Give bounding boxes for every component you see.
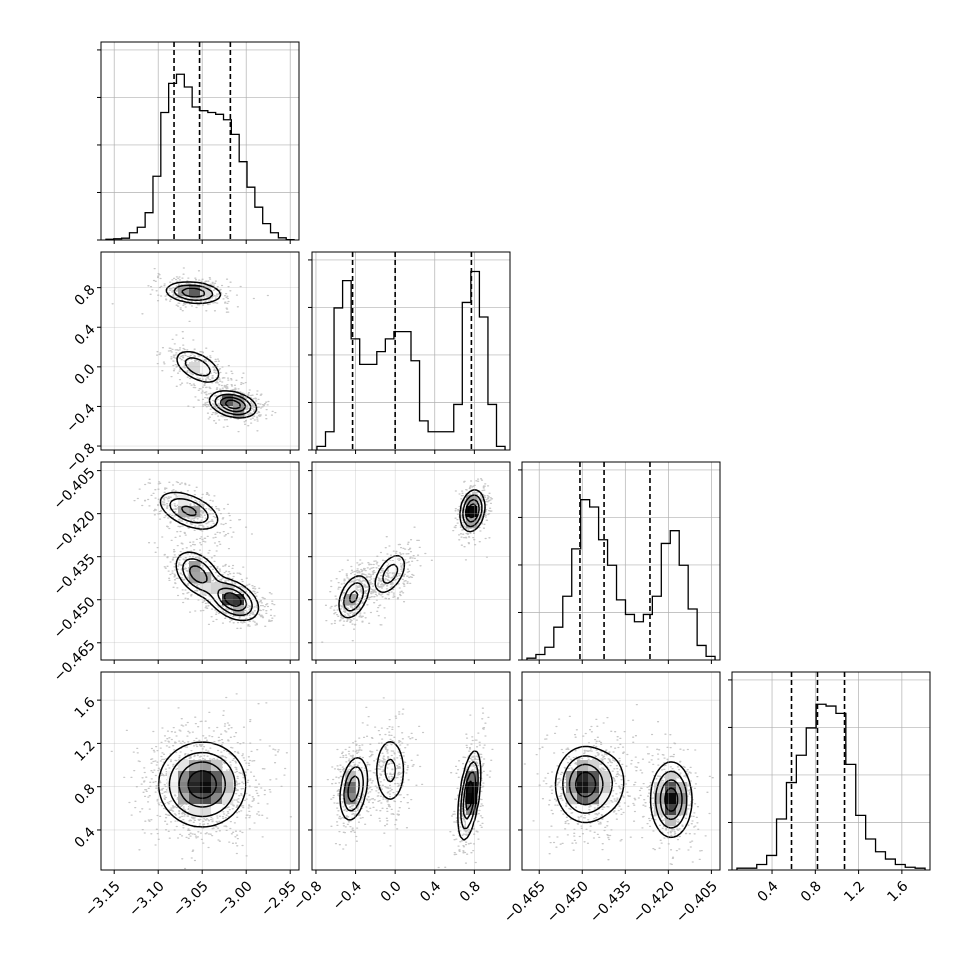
x-tick-label: 0.4: [417, 878, 444, 905]
x-tick-label: −0.4: [330, 878, 365, 913]
histogram-1: [316, 270, 506, 450]
histogram-3: [736, 703, 926, 870]
panel-2-1: [308, 461, 511, 664]
y-tick-label: 1.2: [72, 738, 99, 765]
y-tick-label: −0.465: [51, 637, 99, 685]
x-tick-label: −3.05: [170, 878, 212, 920]
contour-level-3: [465, 780, 474, 811]
contour-level-0: [338, 489, 486, 619]
contour-level-0: [554, 745, 693, 839]
y-tick-label: 0.8: [72, 282, 99, 309]
x-tick-label: −3.00: [214, 878, 256, 920]
grid: [101, 42, 299, 240]
y-tick-label: 1.6: [72, 694, 99, 721]
contour-level-0: [165, 281, 258, 419]
axes-frame: [311, 251, 511, 451]
contour-level-1: [562, 755, 688, 829]
axes-frame: [100, 461, 300, 661]
x-tick-label: −0.8: [290, 878, 325, 913]
x-tick-label: −0.435: [587, 878, 635, 926]
grid: [522, 672, 720, 870]
y-tick-label: −0.450: [51, 594, 99, 642]
contour-level-3: [574, 771, 679, 813]
y-tick-label: −0.4: [63, 401, 98, 436]
contour-level-2: [181, 287, 247, 413]
x-tick-label: −3.15: [82, 878, 124, 920]
axes-frame: [311, 671, 511, 871]
contour-level-2: [180, 505, 248, 612]
axes-frame: [521, 461, 721, 661]
grid: [101, 252, 299, 450]
grid: [101, 672, 299, 870]
axes-frame: [100, 671, 300, 871]
contour-level-2: [178, 761, 227, 808]
y-tick-label: 0.0: [72, 361, 99, 388]
grid: [101, 462, 299, 660]
panel-0-0: [97, 41, 300, 244]
x-tick-label: −3.10: [126, 878, 168, 920]
contour-level-2: [568, 763, 683, 821]
panel-3-2: −0.465−0.450−0.435−0.420−0.405: [501, 671, 721, 926]
axes-frame: [521, 671, 721, 871]
y-tick-label: 0.8: [72, 781, 99, 808]
contour-level-3: [187, 770, 218, 799]
axes-frame: [100, 251, 300, 451]
grid: [312, 462, 510, 660]
grid: [312, 672, 510, 870]
x-tick-label: 1.2: [841, 878, 868, 905]
x-tick-label: −0.405: [673, 878, 721, 926]
x-tick-label: −0.420: [630, 878, 678, 926]
axes-frame: [731, 671, 931, 871]
contour-level-3: [224, 399, 241, 410]
y-tick-label: 0.4: [72, 824, 99, 851]
x-tick-label: −0.465: [501, 878, 549, 926]
panel-2-0: −0.465−0.450−0.435−0.420−0.405: [51, 461, 300, 685]
panel-3-1: −0.8 −0.4 0.0 0.4 0.8: [290, 671, 511, 914]
x-tick-label: 0.4: [755, 878, 782, 905]
contour-level-3: [223, 592, 242, 608]
grid: [522, 462, 720, 660]
x-tick-label: 0.0: [378, 878, 405, 905]
contour-level-2: [347, 771, 477, 820]
panel-2-2: [518, 461, 721, 664]
y-tick-label: −0.435: [51, 551, 99, 599]
contour-level-2: [349, 498, 480, 604]
panel-3-0: 0.40.81.21.6−3.15 −3.10 −3.05 −3.00 −2.95: [72, 671, 300, 920]
contour-level-0: [339, 741, 482, 841]
contour-level-1: [173, 284, 252, 416]
contour-level-0: [157, 741, 247, 828]
panel-1-1: [308, 251, 511, 454]
panel-3-3: 0.4 0.8 1.2 1.6: [728, 671, 931, 905]
contour-level-3: [467, 503, 478, 519]
x-tick-label: 1.6: [884, 878, 911, 905]
x-tick-label: 0.8: [457, 878, 484, 905]
contour-level-1: [169, 497, 253, 617]
panel-1-0: −0.8−0.40.00.40.8: [63, 251, 300, 476]
y-tick-label: −0.420: [51, 508, 99, 556]
contour-level-1: [343, 494, 483, 612]
grid: [312, 252, 510, 450]
axes-frame: [311, 461, 511, 661]
contour-level-0: [159, 491, 260, 622]
x-tick-label: −0.450: [544, 878, 592, 926]
y-tick-label: 0.4: [72, 322, 99, 349]
histogram-2: [526, 499, 716, 660]
grid: [732, 672, 930, 870]
x-tick-label: 0.8: [798, 878, 825, 905]
contour-level-1: [168, 751, 236, 818]
axes-frame: [100, 41, 300, 241]
